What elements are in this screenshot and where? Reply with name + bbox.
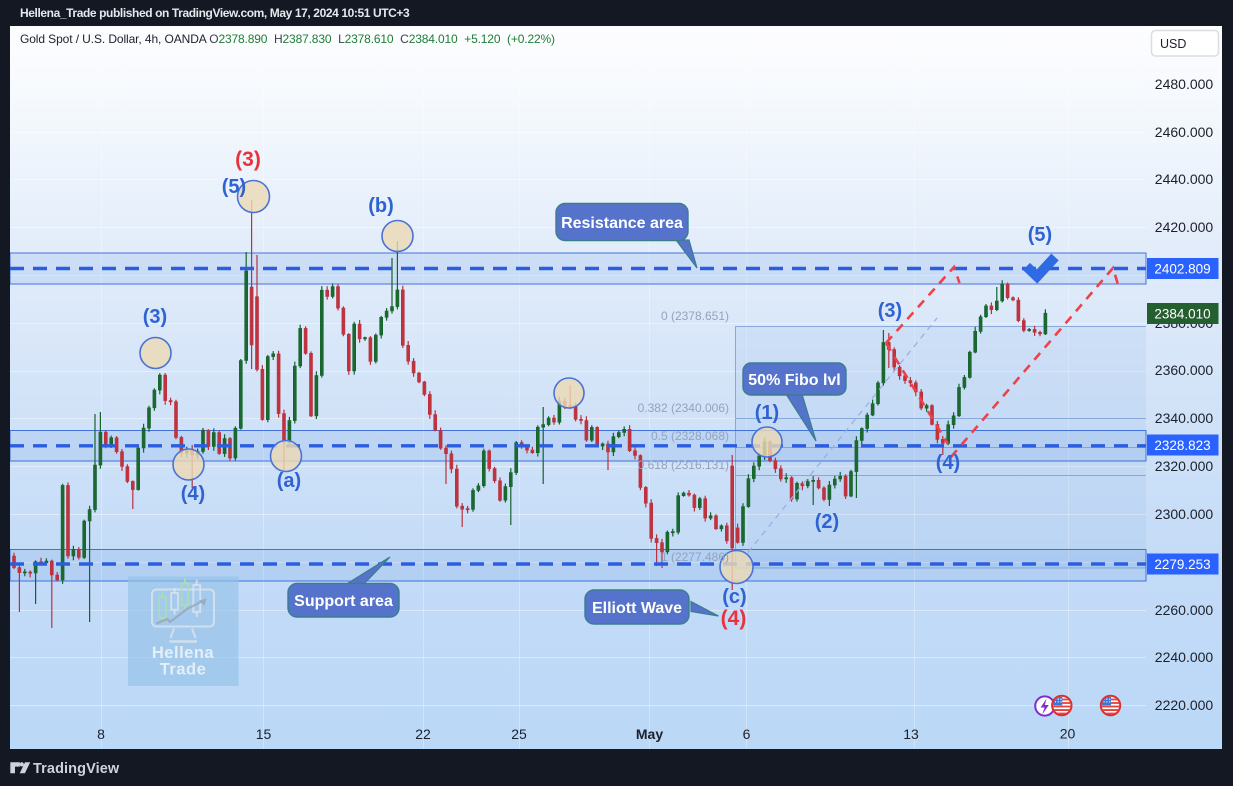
svg-text:0.382 (2340.006): 0.382 (2340.006) — [638, 401, 729, 415]
svg-text:(c): (c) — [722, 586, 746, 608]
svg-text:(4): (4) — [721, 607, 747, 630]
svg-text:2260.000: 2260.000 — [1155, 602, 1214, 618]
svg-text:22: 22 — [415, 726, 431, 742]
svg-text:2402.809: 2402.809 — [1154, 262, 1210, 277]
svg-text:20: 20 — [1060, 726, 1076, 742]
svg-text:(2): (2) — [815, 511, 839, 533]
svg-text:(1): (1) — [755, 402, 779, 424]
svg-text:2420.000: 2420.000 — [1155, 219, 1214, 235]
svg-text:2480.000: 2480.000 — [1155, 76, 1214, 92]
svg-text:Resistance area: Resistance area — [561, 215, 683, 232]
svg-text:Hellena: Hellena — [152, 644, 215, 662]
svg-text:13: 13 — [903, 726, 919, 742]
svg-text:2460.000: 2460.000 — [1155, 124, 1214, 140]
svg-text:(3): (3) — [878, 300, 902, 322]
svg-text:2440.000: 2440.000 — [1155, 171, 1214, 187]
svg-text:Support area: Support area — [294, 593, 393, 610]
svg-text:50% Fibo lvl: 50% Fibo lvl — [748, 372, 840, 389]
svg-text:6: 6 — [743, 726, 751, 742]
svg-text:2340.000: 2340.000 — [1155, 410, 1214, 426]
svg-text:(4): (4) — [936, 452, 960, 474]
svg-text:2360.000: 2360.000 — [1155, 362, 1214, 378]
svg-text:May: May — [636, 726, 663, 742]
svg-text:(a): (a) — [277, 470, 301, 492]
svg-text:1 (2277.486): 1 (2277.486) — [661, 550, 729, 564]
svg-text:2220.000: 2220.000 — [1155, 697, 1214, 713]
svg-text:(b): (b) — [368, 195, 394, 217]
svg-text:2320.000: 2320.000 — [1155, 458, 1214, 474]
svg-text:8: 8 — [97, 726, 105, 742]
svg-text:(5): (5) — [222, 176, 246, 198]
svg-text:(3): (3) — [235, 148, 261, 171]
svg-text:2300.000: 2300.000 — [1155, 506, 1214, 522]
svg-text:2240.000: 2240.000 — [1155, 649, 1214, 665]
svg-text:USD: USD — [1160, 37, 1186, 51]
svg-text:15: 15 — [256, 726, 272, 742]
svg-text:0.618 (2316.131): 0.618 (2316.131) — [638, 458, 729, 472]
svg-text:2328.823: 2328.823 — [1154, 438, 1210, 453]
svg-text:0.5 (2328.068): 0.5 (2328.068) — [651, 429, 729, 443]
svg-text:Trade: Trade — [160, 661, 207, 679]
svg-text:(5): (5) — [1028, 224, 1052, 246]
svg-text:25: 25 — [511, 726, 527, 742]
svg-text:2384.010: 2384.010 — [1154, 307, 1210, 322]
svg-text:(4): (4) — [181, 483, 205, 505]
svg-text:2279.253: 2279.253 — [1154, 557, 1210, 572]
svg-text:0 (2378.651): 0 (2378.651) — [661, 309, 729, 323]
svg-text:(3): (3) — [143, 306, 167, 328]
svg-text:Elliott Wave: Elliott Wave — [592, 600, 682, 617]
